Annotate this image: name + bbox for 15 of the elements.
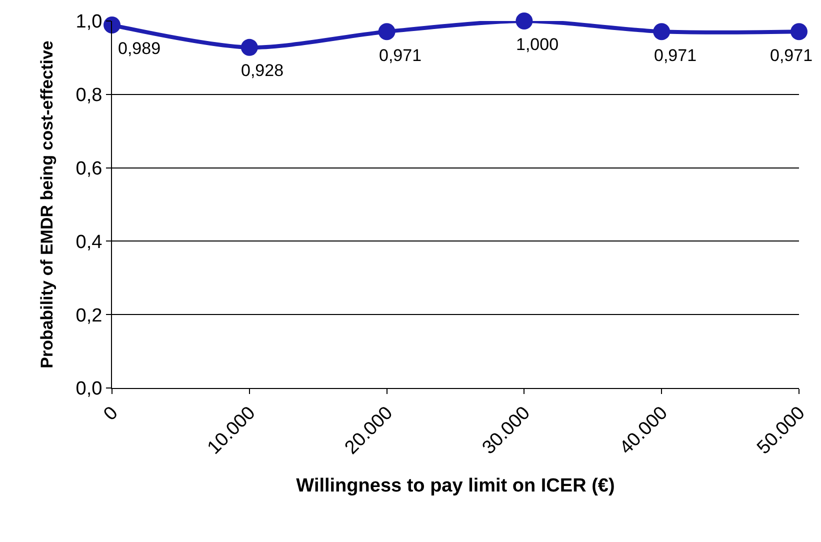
y-tick-label: 0,6 <box>76 158 102 180</box>
data-label: 0,971 <box>654 46 697 65</box>
data-label: 0,928 <box>241 61 284 80</box>
data-label: 1,000 <box>516 35 559 54</box>
data-label: 0,971 <box>379 46 422 65</box>
data-label: 0,971 <box>770 46 813 65</box>
x-tick-label: 0 <box>100 402 122 426</box>
y-tick-label: 0,8 <box>76 85 102 106</box>
y-axis-title: Probability of EMDR being cost-effective <box>37 40 56 368</box>
y-tick-label: 0,0 <box>76 378 102 400</box>
x-axis-title: Willingness to pay limit on ICER (€) <box>296 475 615 496</box>
data-label: 0,989 <box>118 39 161 58</box>
y-tick-label: 0,2 <box>76 305 102 326</box>
y-tick-label: 1,0 <box>76 12 102 33</box>
y-tick-label: 0,4 <box>76 232 103 253</box>
